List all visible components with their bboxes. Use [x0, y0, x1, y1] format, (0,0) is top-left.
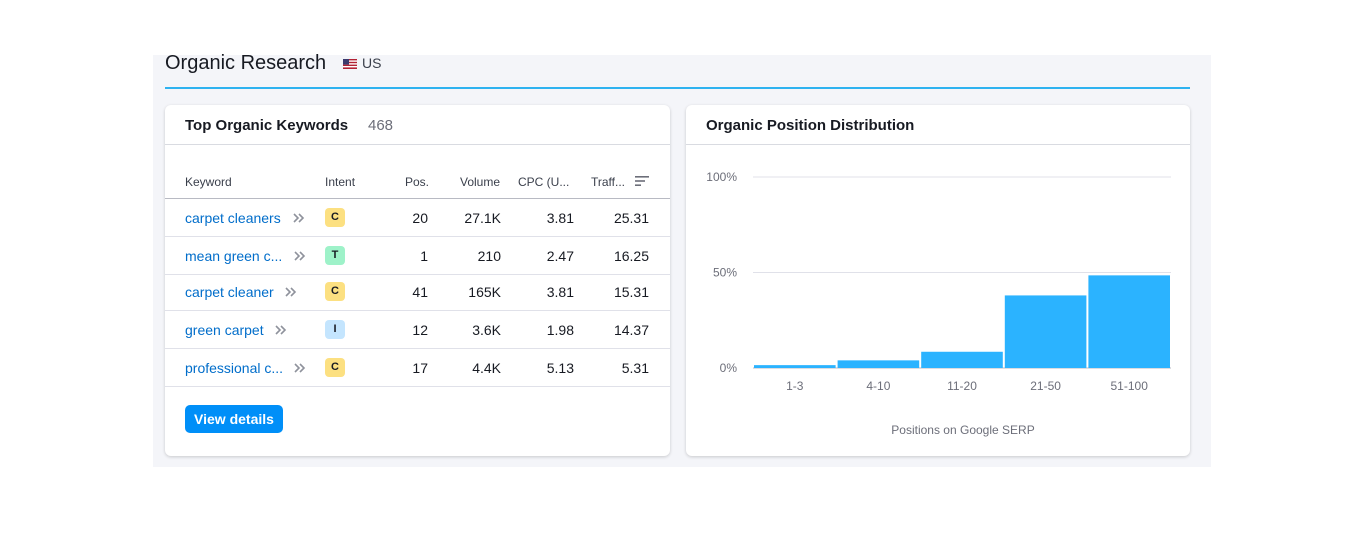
position-value: 17 — [412, 360, 428, 376]
keyword-link[interactable]: professional c... — [185, 360, 284, 376]
bar-11-20[interactable] — [921, 351, 1003, 368]
column-keyword[interactable]: Keyword — [185, 175, 232, 189]
cpc-value: 5.13 — [546, 360, 574, 376]
keyword-link[interactable]: mean green c... — [185, 248, 283, 264]
cpc-value: 3.81 — [546, 210, 574, 226]
position-value: 41 — [412, 284, 428, 300]
x-tick-label: 4-10 — [866, 379, 890, 393]
intent-badge: C — [325, 282, 345, 301]
table-row: professional c... C 17 4.4K 5.13 5.31 — [165, 349, 670, 387]
position-distribution-chart: 100% 50% 0% 1-3 4-10 11-20 21-50 51-100 Position… — [706, 170, 1171, 437]
us-flag-icon — [343, 59, 357, 69]
volume-value: 27.1K — [464, 210, 501, 226]
table-row: green carpet I 12 3.6K 1.98 14.37 — [165, 311, 670, 349]
traffic-value: 14.37 — [613, 322, 649, 338]
cpc-value: 1.98 — [546, 322, 574, 338]
table-header: Keyword Intent Pos. Volume CPC (U... Tra… — [165, 173, 670, 199]
traffic-value: 25.31 — [613, 210, 649, 226]
country-label: US — [362, 55, 382, 71]
column-volume[interactable]: Volume — [460, 175, 501, 189]
bar-1-3[interactable] — [754, 365, 836, 368]
column-position[interactable]: Pos. — [405, 175, 430, 189]
double-chevron-right-icon[interactable] — [274, 324, 288, 336]
position-value: 12 — [412, 322, 428, 338]
bar-21-50[interactable] — [1004, 295, 1087, 368]
table-row: carpet cleaner C 41 165K 3.81 15.31 — [165, 273, 670, 311]
x-axis-title: Positions on Google SERP — [891, 423, 1034, 437]
organic-position-distribution-card: Organic Position Distribution 100% 50% 0% 1… — [686, 105, 1190, 456]
table-row: carpet cleaners C 20 27.1K 3.81 25.31 — [165, 199, 670, 237]
y-tick-label: 50% — [713, 266, 737, 280]
y-tick-label: 0% — [720, 361, 738, 375]
column-intent[interactable]: Intent — [325, 175, 356, 189]
x-tick-label: 51-100 — [1111, 379, 1149, 393]
volume-value: 4.4K — [472, 360, 501, 376]
view-details-button[interactable]: View details — [185, 405, 283, 433]
bar-4-10[interactable] — [837, 360, 920, 368]
sort-icon[interactable] — [635, 175, 649, 187]
intent-badge: I — [325, 320, 345, 339]
table-row: mean green c... T 1 210 2.47 16.25 — [165, 237, 670, 275]
section-title: Organic Research — [165, 52, 327, 74]
position-value: 1 — [420, 248, 428, 264]
traffic-value: 5.31 — [621, 360, 649, 376]
column-traffic[interactable]: Traff... — [591, 175, 626, 189]
traffic-value: 15.31 — [613, 284, 649, 300]
keyword-count: 468 — [368, 117, 394, 134]
top-organic-keywords-card: Top Organic Keywords 468 Keyword Intent … — [165, 105, 670, 456]
double-chevron-right-icon[interactable] — [284, 286, 298, 298]
cpc-value: 2.47 — [546, 248, 574, 264]
intent-badge: T — [325, 246, 345, 265]
cpc-value: 3.81 — [546, 284, 574, 300]
keyword-link[interactable]: carpet cleaners — [185, 210, 281, 226]
x-tick-label: 1-3 — [786, 379, 804, 393]
volume-value: 210 — [477, 248, 501, 264]
card-header: Organic Position Distribution — [686, 105, 1190, 145]
traffic-value: 16.25 — [613, 248, 649, 264]
card-title: Organic Position Distribution — [706, 117, 915, 134]
section-header: Organic Research US — [165, 52, 1190, 89]
double-chevron-right-icon[interactable] — [293, 250, 307, 262]
column-cpc[interactable]: CPC (U... — [518, 175, 570, 189]
card-header: Top Organic Keywords 468 — [165, 105, 670, 145]
y-tick-label: 100% — [706, 170, 737, 184]
keyword-link[interactable]: green carpet — [185, 322, 264, 338]
position-value: 20 — [412, 210, 428, 226]
card-title: Top Organic Keywords — [185, 117, 349, 134]
keyword-link[interactable]: carpet cleaner — [185, 284, 274, 300]
intent-badge: C — [325, 358, 345, 377]
intent-badge: C — [325, 208, 345, 227]
x-tick-label: 21-50 — [1030, 379, 1061, 393]
organic-research-section: Organic Research US Top Organic Keywords… — [153, 52, 1211, 467]
double-chevron-right-icon[interactable] — [293, 362, 307, 374]
bar-51-100[interactable] — [1088, 275, 1170, 368]
volume-value: 3.6K — [472, 322, 501, 338]
double-chevron-right-icon[interactable] — [292, 212, 306, 224]
x-tick-label: 11-20 — [947, 379, 977, 393]
volume-value: 165K — [468, 284, 501, 300]
